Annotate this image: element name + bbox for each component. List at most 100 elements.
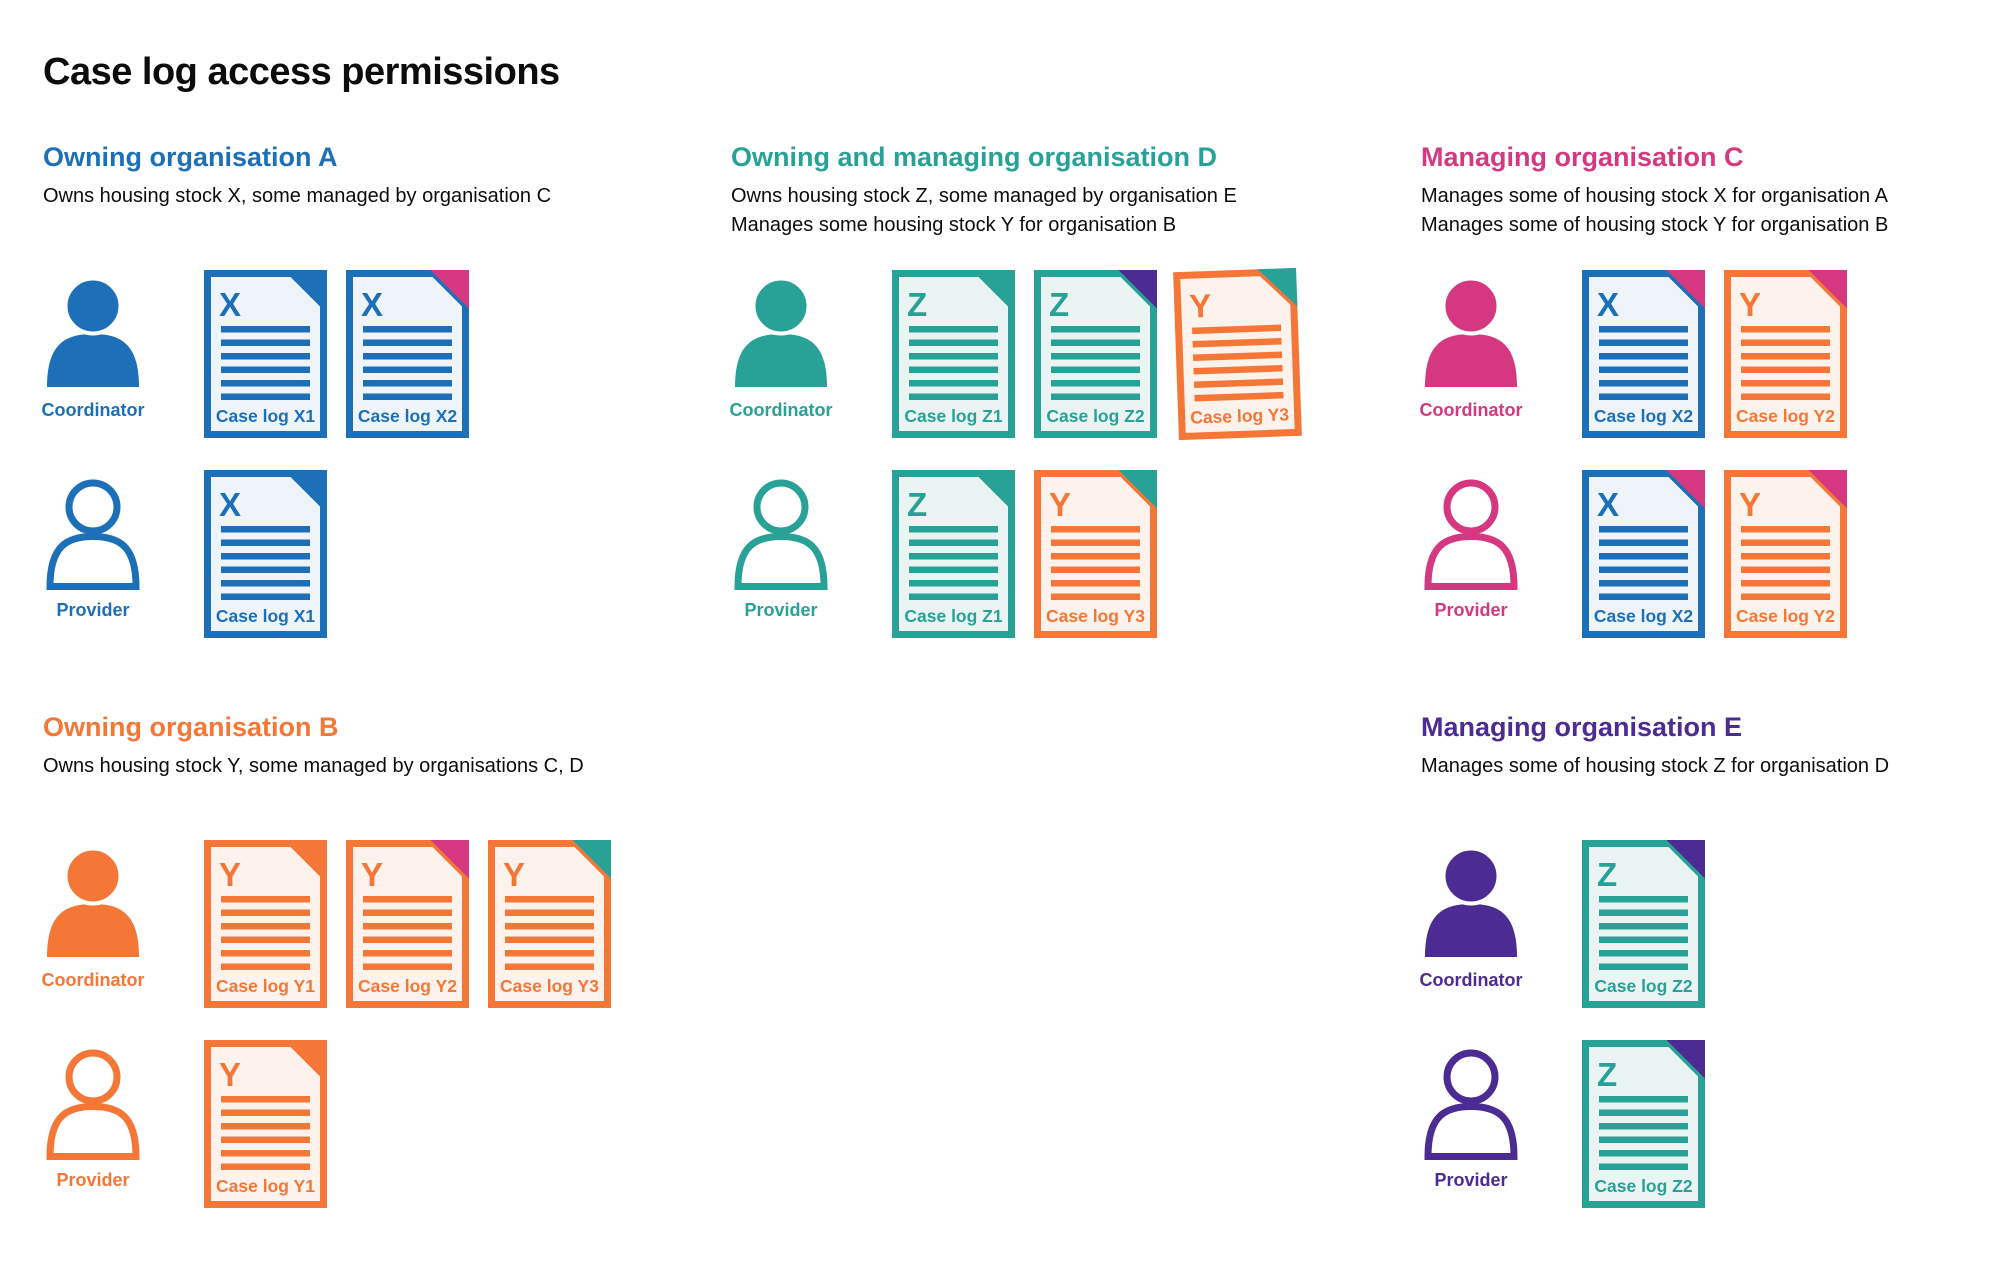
case-log-list: X Case log X1 X Case log X2 [204,270,469,438]
document-icon: X Case log X2 [346,270,469,438]
case-log-card: Z Case log Z1 [892,270,1015,438]
case-log-card: X Case log X2 [1582,470,1705,638]
provider-figure: Provider [731,470,831,621]
coordinator-row: Coordinator Z Case log Z2 [1419,840,1986,1008]
person-outline [738,483,824,587]
case-log-label: Case log X1 [216,606,315,626]
description-line: Owns housing stock Y, some managed by or… [43,755,584,777]
document-icon: Z Case log Z2 [1034,270,1157,438]
document-icon: Z Case log Z1 [892,470,1015,638]
person-filled-icon [1423,276,1519,389]
document-icon: X Case log X2 [1582,470,1705,638]
section-owning-and-managing-organisation-d: Owning and managing organisation D Owns … [730,140,1381,670]
stock-letter: X [1597,486,1619,523]
person-outline [50,483,136,587]
person-column: Coordinator [42,840,204,991]
document-icon: Z Case log Z2 [1582,1040,1705,1208]
case-log-list: X Case log X2 Y Case log Y2 [1582,270,1847,438]
case-log-list: Z Case log Z1 Y Case log Y3 [892,470,1157,638]
stock-letter: Y [1739,486,1761,523]
case-log-card: Z Case log Z2 [1582,840,1705,1008]
stock-letter: Y [219,856,241,893]
coordinator-row: Coordinator X Case log X2 [1420,270,1986,438]
section-rows: Coordinator Z Case log Z2 [1419,840,1986,1208]
case-log-card: Z Case log Z1 [892,470,1015,638]
case-log-label: Case log X2 [358,406,457,426]
case-log-label: Case log Z2 [1594,1176,1692,1196]
role-label: Coordinator [41,400,145,420]
document-icon: Z Case log Z1 [892,270,1015,438]
section-description: Owns housing stock Z, some managed by or… [731,182,1381,240]
case-log-label: Case log Y2 [1736,606,1835,626]
section-managing-organisation-e: Managing organisation E Manages some of … [1419,710,1986,1240]
case-log-label: Case log X2 [1594,606,1693,626]
provider-figure: Provider [43,1040,143,1191]
role-label: Coordinator [1419,970,1523,990]
case-log-label: Case log Y1 [216,1176,315,1196]
case-log-card: X Case log X1 [204,470,327,638]
case-log-card: Z Case log Z2 [1034,270,1157,438]
document-icon: Y Case log Y2 [1724,270,1847,438]
person-column: Provider [1421,1040,1582,1191]
person-outline-icon [1421,476,1521,590]
stock-letter: X [1597,286,1619,323]
case-log-list: Y Case log Y1 [204,1040,327,1208]
stock-letter: Z [907,486,927,523]
document-icon: Y Case log Y1 [204,1040,327,1208]
person-outline [1428,1053,1514,1157]
case-log-list: X Case log X2 Y Case log Y2 [1582,470,1847,638]
coordinator-figure: Coordinator [41,270,145,421]
person-silhouette [45,276,141,389]
section-title: Owning organisation B [43,712,339,742]
section-title: Owning and managing organisation D [731,142,1218,172]
section-title: Managing organisation E [1421,712,1743,742]
role-label: Provider [56,600,130,620]
case-log-list: Z Case log Z2 [1582,840,1705,1008]
person-silhouette [733,276,829,389]
case-log-card: X Case log X1 [204,270,327,438]
stock-letter: Y [1189,287,1212,325]
stock-letter: Y [503,856,525,893]
case-log-label: Case log Y3 [1190,404,1290,427]
person-outline-icon [43,1046,143,1160]
document-icon: Y Case log Y3 [488,840,611,1008]
case-log-list: X Case log X1 [204,470,327,638]
stock-letter: Y [219,1056,241,1093]
provider-figure: Provider [1421,470,1521,621]
coordinator-figure: Coordinator [1420,270,1523,421]
person-outline-icon [731,476,831,590]
case-log-label: Case log Z2 [1594,976,1692,996]
coordinator-row: Coordinator Z Case log Z1 [730,267,1381,440]
case-log-card: Y Case log Y3 [488,840,611,1008]
section-rows: Coordinator X Case log X1 [41,270,693,638]
person-outline [1428,483,1514,587]
person-column: Coordinator [1420,270,1582,421]
person-column: Coordinator [41,270,204,421]
coordinator-row: Coordinator X Case log X1 [41,270,693,438]
case-log-label: Case log X1 [216,406,315,426]
case-log-card: Y Case log Y3 [1173,267,1302,440]
person-outline-icon [1421,1046,1521,1160]
person-column: Coordinator [730,270,892,421]
section-rows: Coordinator X Case log X2 [1420,270,1986,638]
document-icon: Y Case log Y2 [1724,470,1847,638]
provider-row: Provider Z Case log Z1 [731,470,1381,638]
person-silhouette [1423,276,1519,389]
person-silhouette [45,846,141,959]
case-log-card: Y Case log Y1 [204,1040,327,1208]
stock-letter: X [361,286,383,323]
person-filled-icon [1423,846,1519,959]
case-log-card: Z Case log Z2 [1582,1040,1705,1208]
stock-letter: Z [1049,286,1069,323]
description-line: Manages some housing stock Y for organis… [731,214,1177,236]
case-log-card: Y Case log Y1 [204,840,327,1008]
provider-row: Provider X Case log X1 [43,470,693,638]
case-log-label: Case log Y2 [358,976,457,996]
description-line: Manages some of housing stock Z for orga… [1421,755,1890,777]
section-owning-organisation-b: Owning organisation B Owns housing stock… [42,710,703,1240]
coordinator-figure: Coordinator [42,840,145,991]
case-log-label: Case log Z2 [1046,406,1144,426]
description-line: Manages some of housing stock X for orga… [1421,185,1888,207]
page-title: Case log access permissions [43,51,560,94]
section-description: Owns housing stock Y, some managed by or… [43,752,703,810]
